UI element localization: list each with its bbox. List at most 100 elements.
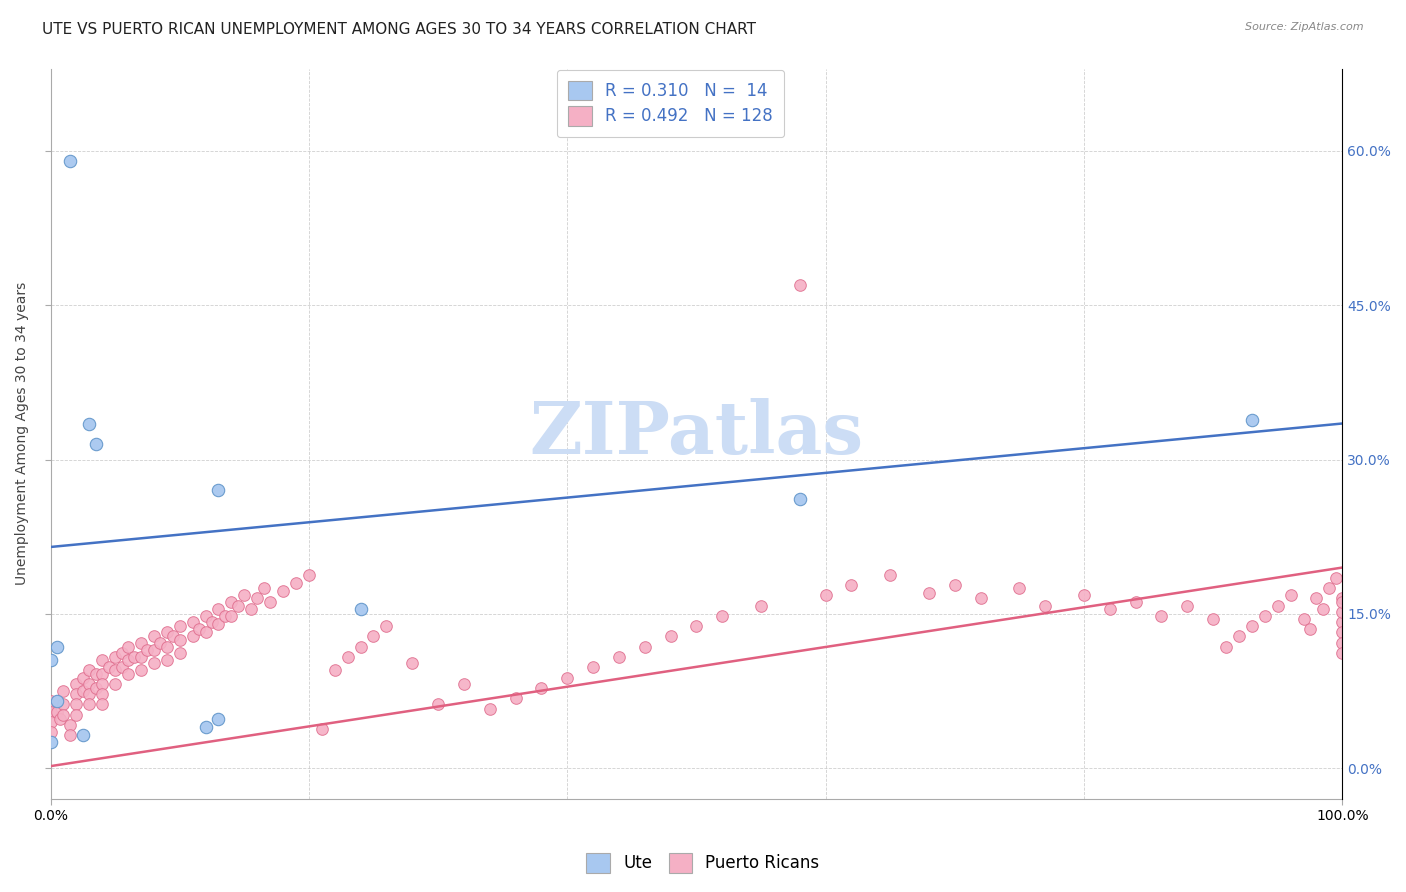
Point [1317, 581, 1340, 595]
Point [363, 630, 385, 644]
Point [1331, 594, 1354, 608]
Point [1305, 591, 1327, 606]
Point [814, 588, 837, 602]
Point [246, 591, 269, 606]
Point [72, 671, 94, 685]
Point [59, 728, 82, 742]
Point [39, 694, 62, 708]
Point [349, 601, 371, 615]
Legend: R = 0.310   N =  14, R = 0.492   N = 128: R = 0.310 N = 14, R = 0.492 N = 128 [557, 70, 785, 137]
Point [52, 684, 75, 698]
Point [104, 677, 127, 691]
Point [104, 650, 127, 665]
Point [685, 619, 707, 633]
Point [749, 599, 772, 613]
Point [162, 630, 184, 644]
Point [253, 581, 276, 595]
Point [142, 643, 165, 657]
Legend: Ute, Puerto Ricans: Ute, Puerto Ricans [579, 847, 827, 880]
Point [233, 588, 256, 602]
Point [110, 646, 132, 660]
Point [77, 417, 100, 431]
Point [582, 660, 605, 674]
Point [39, 705, 62, 719]
Point [207, 712, 229, 726]
Point [142, 630, 165, 644]
Point [181, 630, 204, 644]
Point [77, 677, 100, 691]
Point [65, 677, 87, 691]
Point [59, 154, 82, 169]
Point [72, 728, 94, 742]
Point [72, 684, 94, 698]
Point [607, 650, 630, 665]
Point [375, 619, 398, 633]
Point [110, 660, 132, 674]
Point [555, 671, 578, 685]
Point [349, 640, 371, 654]
Point [1098, 601, 1121, 615]
Y-axis label: Unemployment Among Ages 30 to 34 years: Unemployment Among Ages 30 to 34 years [15, 282, 30, 585]
Point [169, 632, 191, 647]
Point [1202, 612, 1225, 626]
Point [136, 643, 159, 657]
Point [1331, 625, 1354, 640]
Point [77, 664, 100, 678]
Point [311, 722, 333, 736]
Point [221, 594, 243, 608]
Point [39, 653, 62, 667]
Point [142, 657, 165, 671]
Point [789, 491, 811, 506]
Point [84, 681, 107, 695]
Point [284, 576, 307, 591]
Point [65, 698, 87, 712]
Point [453, 677, 475, 691]
Point [46, 640, 69, 654]
Point [129, 664, 152, 678]
Point [427, 698, 450, 712]
Point [1175, 599, 1198, 613]
Text: Source: ZipAtlas.com: Source: ZipAtlas.com [1246, 22, 1364, 32]
Point [1331, 605, 1354, 619]
Point [401, 657, 423, 671]
Point [39, 735, 62, 749]
Point [918, 586, 941, 600]
Point [39, 725, 62, 739]
Point [104, 664, 127, 678]
Point [91, 687, 114, 701]
Point [77, 698, 100, 712]
Point [207, 617, 229, 632]
Point [1292, 612, 1315, 626]
Point [156, 653, 179, 667]
Point [97, 660, 120, 674]
Point [1331, 615, 1354, 629]
Point [1150, 608, 1173, 623]
Point [298, 567, 321, 582]
Point [129, 635, 152, 649]
Point [48, 712, 70, 726]
Point [1240, 619, 1263, 633]
Point [239, 601, 262, 615]
Point [711, 608, 734, 623]
Point [194, 625, 217, 640]
Point [1033, 599, 1056, 613]
Point [1331, 591, 1354, 606]
Point [52, 698, 75, 712]
Point [1008, 581, 1031, 595]
Point [1312, 601, 1334, 615]
Point [46, 694, 69, 708]
Point [91, 698, 114, 712]
Point [1125, 594, 1147, 608]
Point [789, 277, 811, 292]
Point [879, 567, 901, 582]
Point [1254, 608, 1277, 623]
Text: ZIPatlas: ZIPatlas [529, 399, 863, 469]
Point [156, 640, 179, 654]
Text: UTE VS PUERTO RICAN UNEMPLOYMENT AMONG AGES 30 TO 34 YEARS CORRELATION CHART: UTE VS PUERTO RICAN UNEMPLOYMENT AMONG A… [42, 22, 756, 37]
Point [943, 578, 966, 592]
Point [530, 681, 553, 695]
Point [169, 646, 191, 660]
Point [634, 640, 657, 654]
Point [214, 608, 236, 623]
Point [46, 694, 69, 708]
